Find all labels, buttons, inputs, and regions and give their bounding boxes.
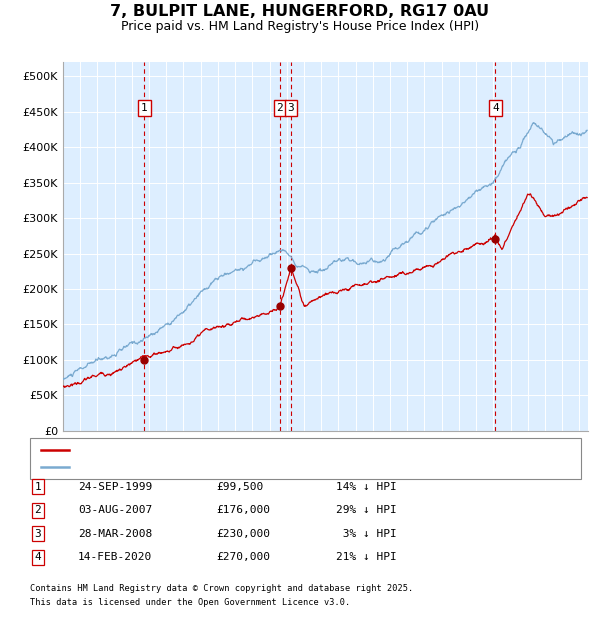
- Text: 03-AUG-2007: 03-AUG-2007: [78, 505, 152, 515]
- Text: 29% ↓ HPI: 29% ↓ HPI: [336, 505, 397, 515]
- Text: 3: 3: [287, 103, 294, 113]
- Text: 4: 4: [34, 552, 41, 562]
- Text: £176,000: £176,000: [216, 505, 270, 515]
- Text: 4: 4: [492, 103, 499, 113]
- Text: 7, BULPIT LANE, HUNGERFORD, RG17 0AU: 7, BULPIT LANE, HUNGERFORD, RG17 0AU: [110, 4, 490, 19]
- Text: 14% ↓ HPI: 14% ↓ HPI: [336, 482, 397, 492]
- Text: 14-FEB-2020: 14-FEB-2020: [78, 552, 152, 562]
- Text: 24-SEP-1999: 24-SEP-1999: [78, 482, 152, 492]
- Text: 7, BULPIT LANE, HUNGERFORD, RG17 0AU (semi-detached house): 7, BULPIT LANE, HUNGERFORD, RG17 0AU (se…: [75, 445, 419, 454]
- Text: This data is licensed under the Open Government Licence v3.0.: This data is licensed under the Open Gov…: [30, 598, 350, 607]
- Text: 3: 3: [34, 529, 41, 539]
- Text: 28-MAR-2008: 28-MAR-2008: [78, 529, 152, 539]
- Text: HPI: Average price, semi-detached house, West Berkshire: HPI: Average price, semi-detached house,…: [75, 463, 375, 472]
- Text: 1: 1: [34, 482, 41, 492]
- Text: 2: 2: [34, 505, 41, 515]
- Text: 3% ↓ HPI: 3% ↓ HPI: [336, 529, 397, 539]
- Text: Contains HM Land Registry data © Crown copyright and database right 2025.: Contains HM Land Registry data © Crown c…: [30, 584, 413, 593]
- Text: 2: 2: [277, 103, 283, 113]
- Text: 21% ↓ HPI: 21% ↓ HPI: [336, 552, 397, 562]
- Text: Price paid vs. HM Land Registry's House Price Index (HPI): Price paid vs. HM Land Registry's House …: [121, 20, 479, 33]
- Text: £270,000: £270,000: [216, 552, 270, 562]
- Text: £230,000: £230,000: [216, 529, 270, 539]
- Text: £99,500: £99,500: [216, 482, 263, 492]
- Text: 1: 1: [141, 103, 148, 113]
